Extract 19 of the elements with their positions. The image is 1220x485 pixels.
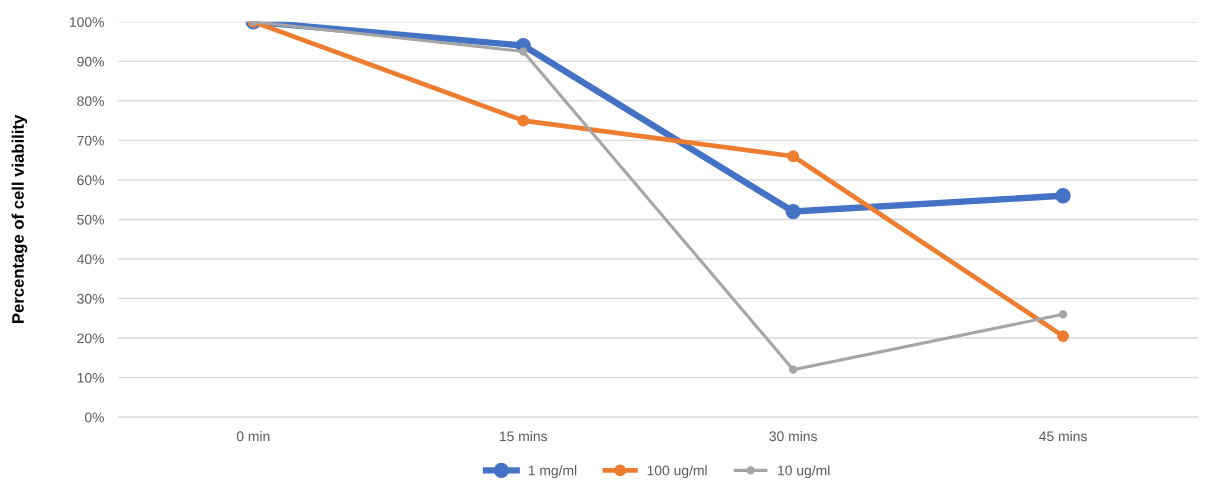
y-tick-label: 30% [77, 293, 104, 304]
y-tick-label: 90% [77, 56, 104, 67]
legend-label: 10 ug/ml [778, 465, 830, 479]
y-tick-label: 60% [77, 175, 104, 186]
x-tick-label: 30 mins [769, 430, 817, 442]
y-tick-label: 70% [77, 135, 104, 146]
x-tick-label: 0 min [236, 430, 270, 442]
x-tick-label: 15 mins [499, 430, 548, 442]
y-tick-label: 0% [84, 412, 104, 423]
y-tick-label: 100% [69, 17, 104, 27]
legend-label: 1 mg/ml [528, 465, 577, 479]
x-tick-label: 45 mins [1039, 430, 1087, 442]
y-axis-title: Percentage of cell viability [11, 114, 28, 324]
y-tick-label: 40% [76, 254, 104, 265]
y-tick-label: 50% [77, 214, 104, 225]
y-tick-label: 20% [77, 333, 104, 344]
y-tick-label: 10% [77, 372, 104, 383]
legend-label: 100 ug/ml [647, 465, 707, 479]
y-tick-label: 80% [77, 96, 104, 107]
